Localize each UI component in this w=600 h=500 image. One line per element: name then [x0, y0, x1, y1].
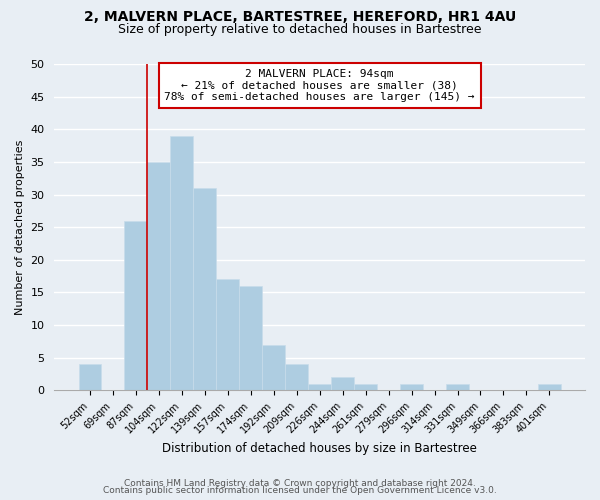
Text: Contains public sector information licensed under the Open Government Licence v3: Contains public sector information licen…: [103, 486, 497, 495]
X-axis label: Distribution of detached houses by size in Bartestree: Distribution of detached houses by size …: [162, 442, 477, 455]
Bar: [285, 364, 308, 390]
Bar: [217, 280, 239, 390]
Bar: [354, 384, 377, 390]
Bar: [538, 384, 561, 390]
Bar: [446, 384, 469, 390]
Bar: [124, 220, 148, 390]
Text: 2 MALVERN PLACE: 94sqm
← 21% of detached houses are smaller (38)
78% of semi-det: 2 MALVERN PLACE: 94sqm ← 21% of detached…: [164, 69, 475, 102]
Bar: [331, 378, 354, 390]
Text: Contains HM Land Registry data © Crown copyright and database right 2024.: Contains HM Land Registry data © Crown c…: [124, 478, 476, 488]
Text: 2, MALVERN PLACE, BARTESTREE, HEREFORD, HR1 4AU: 2, MALVERN PLACE, BARTESTREE, HEREFORD, …: [84, 10, 516, 24]
Bar: [148, 162, 170, 390]
Bar: [308, 384, 331, 390]
Text: Size of property relative to detached houses in Bartestree: Size of property relative to detached ho…: [118, 22, 482, 36]
Bar: [79, 364, 101, 390]
Bar: [170, 136, 193, 390]
Bar: [239, 286, 262, 391]
Bar: [262, 344, 285, 391]
Y-axis label: Number of detached properties: Number of detached properties: [15, 140, 25, 315]
Bar: [193, 188, 217, 390]
Bar: [400, 384, 423, 390]
